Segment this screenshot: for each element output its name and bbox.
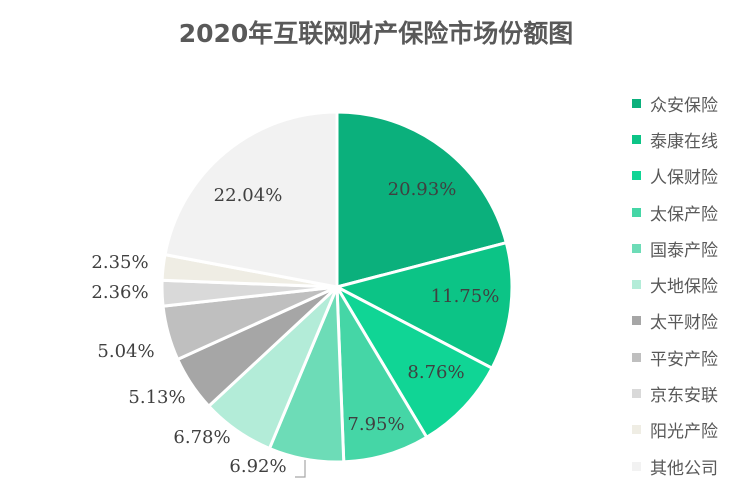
legend-item: 众安保险	[632, 85, 718, 121]
pie-slice-11	[163, 110, 339, 289]
data-label: 5.13%	[128, 387, 185, 408]
legend-swatch	[632, 389, 641, 399]
data-label: 2.35%	[91, 252, 148, 273]
pie-slice-1	[335, 110, 509, 289]
legend-swatch	[632, 243, 641, 253]
legend-item: 其他公司	[632, 448, 718, 484]
legend-label: 人保财险	[650, 168, 718, 189]
chart-title: 2020年互联网财产保险市场份额图	[178, 19, 574, 48]
data-label: 5.04%	[97, 341, 154, 362]
legend: 众安保险泰康在线人保财险太保产险国泰产险大地保险太平财险平安产险京东安联阳光产险…	[632, 85, 718, 484]
legend-label: 国泰产险	[650, 240, 718, 261]
legend-item: 平安产险	[632, 339, 718, 375]
legend-swatch	[632, 98, 641, 108]
legend-swatch	[632, 352, 641, 362]
legend-item: 泰康在线	[632, 121, 718, 157]
legend-item: 国泰产险	[632, 230, 718, 266]
legend-swatch	[632, 134, 641, 144]
legend-item: 太保产险	[632, 194, 718, 230]
data-label: 2.36%	[91, 282, 148, 303]
leader-line	[295, 460, 306, 478]
legend-item: 京东安联	[632, 375, 718, 411]
data-label: 8.76%	[407, 362, 464, 383]
legend-item: 太平财险	[632, 303, 718, 339]
legend-label: 其他公司	[650, 458, 718, 479]
legend-label: 阳光产险	[650, 422, 718, 443]
legend-label: 太保产险	[650, 204, 718, 225]
data-label: 11.75%	[431, 286, 500, 307]
legend-swatch	[632, 425, 641, 435]
legend-swatch	[632, 171, 641, 181]
legend-swatch	[632, 280, 641, 290]
legend-label: 大地保险	[650, 277, 718, 298]
pie-slice-2	[332, 240, 514, 371]
legend-item: 人保财险	[632, 158, 718, 194]
data-label: 7.95%	[347, 414, 404, 435]
data-label: 6.92%	[229, 456, 286, 477]
legend-item: 大地保险	[632, 266, 718, 302]
data-label: 6.78%	[173, 427, 230, 448]
data-label: 20.93%	[388, 179, 457, 200]
legend-swatch	[632, 207, 641, 217]
legend-label: 众安保险	[650, 95, 718, 116]
legend-label: 京东安联	[650, 386, 718, 407]
pie-slice-3	[332, 283, 495, 440]
legend-label: 平安产险	[650, 349, 718, 370]
legend-label: 太平财险	[650, 313, 718, 334]
legend-swatch	[632, 461, 641, 471]
legend-swatch	[632, 316, 641, 326]
data-label: 22.04%	[214, 185, 283, 206]
legend-label: 泰康在线	[650, 131, 718, 152]
legend-item: 阳光产险	[632, 412, 718, 448]
